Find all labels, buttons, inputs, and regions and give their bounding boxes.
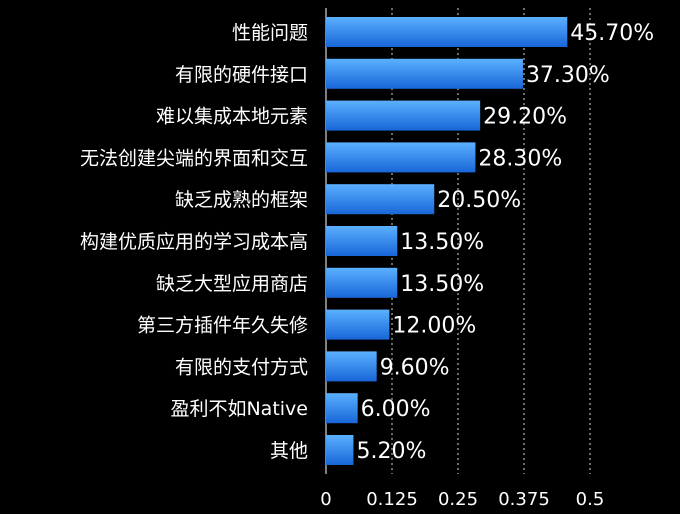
data-label: 9.60% <box>380 355 450 380</box>
bar <box>326 142 476 173</box>
category-label: 缺乏成熟的框架 <box>175 189 308 211</box>
category-label: 盈利不如Native <box>170 398 308 420</box>
data-label: 29.20% <box>483 105 567 130</box>
data-label: 37.30% <box>526 63 610 88</box>
category-label: 有限的支付方式 <box>175 356 308 378</box>
data-label: 13.50% <box>400 230 484 255</box>
bar <box>326 393 358 424</box>
bar <box>326 309 390 340</box>
category-label: 性能问题 <box>232 22 308 44</box>
value-labels: 45.70% 37.30% 29.20% 28.30% 20.50% 13.50% 13.5… <box>356 21 654 464</box>
bar <box>326 17 568 47</box>
category-label: 第三方插件年久失修 <box>137 315 308 337</box>
category-label: 缺乏大型应用商店 <box>156 273 308 295</box>
data-label: 20.50% <box>437 188 521 213</box>
bar <box>326 226 398 256</box>
bar <box>326 435 354 465</box>
data-label: 6.00% <box>361 397 431 422</box>
x-tick-label: 0.25 <box>438 489 478 510</box>
data-label: 13.50% <box>400 272 484 297</box>
bar <box>326 267 398 298</box>
category-label: 有限的硬件接口 <box>175 64 308 86</box>
x-axis-ticks: 0 0.125 0.25 0.375 0.5 <box>320 489 604 510</box>
x-tick-label: 0.5 <box>576 489 605 510</box>
category-label: 构建优质应用的学习成本高 <box>80 231 308 253</box>
x-tick-label: 0 <box>320 489 331 510</box>
data-label: 12.00% <box>392 314 476 339</box>
data-label: 28.30% <box>478 146 562 171</box>
category-label: 难以集成本地元素 <box>156 106 308 128</box>
category-label: 无法创建尖端的界面和交互 <box>80 147 308 169</box>
bar <box>326 58 523 89</box>
data-label: 5.20% <box>356 439 426 464</box>
bars <box>326 17 568 465</box>
category-labels: 性能问题有限的硬件接口难以集成本地元素无法创建尖端的界面和交互缺乏成熟的框架构建… <box>80 22 308 462</box>
category-label: 其他 <box>270 440 308 462</box>
data-label: 45.70% <box>570 21 654 46</box>
x-tick-label: 0.375 <box>498 489 550 510</box>
x-tick-label: 0.125 <box>366 489 418 510</box>
bar <box>326 100 481 131</box>
bar <box>326 351 377 382</box>
bar <box>326 184 435 215</box>
